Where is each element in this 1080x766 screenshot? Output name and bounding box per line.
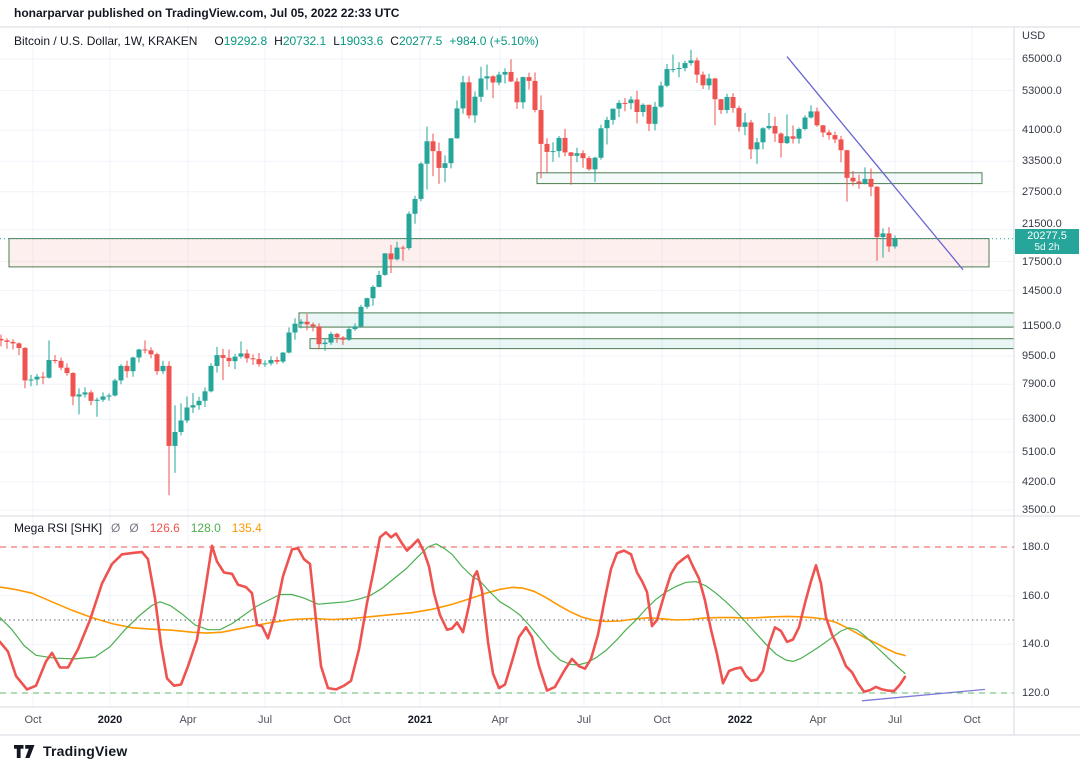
muted-input-icon[interactable]: Ø xyxy=(111,521,121,535)
rsi-title[interactable]: Mega RSI [SHK] xyxy=(14,521,103,535)
last-price-value: 20277.5 xyxy=(1027,230,1067,242)
price-axis-label: 11500.0 xyxy=(1022,320,1061,332)
time-axis-label: 2020 xyxy=(97,714,123,726)
ohlc-value: 20732.1 xyxy=(282,34,327,48)
rsi-trendline[interactable] xyxy=(861,688,986,702)
attribution-text: honarparvar published on TradingView.com… xyxy=(14,6,400,20)
ohlc-value: 19033.6 xyxy=(339,34,384,48)
rsi-axis-label: 140.0 xyxy=(1022,638,1050,650)
last-price-badge: 20277.5 5d 2h xyxy=(1015,229,1079,254)
muted-input-icon[interactable]: Ø xyxy=(129,521,139,535)
price-axis-label: 53000.0 xyxy=(1022,85,1062,97)
support-11k5-12k5 xyxy=(298,312,1015,328)
time-axis-label: Apr xyxy=(809,714,827,726)
change-value: +984.0 (+5.10%) xyxy=(449,34,539,48)
price-axis-label: 27500.0 xyxy=(1022,186,1062,198)
price-axis-label: 3500.0 xyxy=(1022,504,1056,516)
rsi-axis-label: 120.0 xyxy=(1022,687,1050,699)
rsi-axis-label: 180.0 xyxy=(1022,541,1050,553)
support-29k-31k xyxy=(536,172,983,185)
price-axis-label: 65000.0 xyxy=(1022,53,1062,65)
time-axis-label: Oct xyxy=(24,714,42,726)
tradingview-brand-text[interactable]: TradingView xyxy=(43,743,128,759)
time-axis-label: 2021 xyxy=(407,714,433,726)
support-10k-10k6 xyxy=(309,338,1015,350)
time-axis-label: Apr xyxy=(491,714,509,726)
price-axis-label: 9500.0 xyxy=(1022,350,1056,362)
rsi-plot-value: 128.0 xyxy=(190,521,221,535)
rsi-green-line xyxy=(0,543,906,675)
price-axis-label: 7900.0 xyxy=(1022,378,1056,390)
symbol-legend[interactable]: Bitcoin / U.S. Dollar, 1W, KRAKEN O19292.… xyxy=(14,34,539,48)
rsi-orange-line xyxy=(0,586,906,657)
price-axis-label: 21500.0 xyxy=(1022,218,1062,230)
time-axis-label: Jul xyxy=(257,714,273,726)
time-axis-label: Jul xyxy=(576,714,592,726)
price-axis-label: 5100.0 xyxy=(1022,446,1056,458)
rsi-legend[interactable]: Mega RSI [SHK] Ø Ø 126.6 128.0 135.4 xyxy=(14,521,262,535)
drawing-zones[interactable] xyxy=(8,172,1015,350)
ohlc-key: L xyxy=(333,34,340,48)
footer-bar: TradingView xyxy=(0,736,1080,766)
demand-zone-17k-20k xyxy=(8,238,990,268)
bar-countdown: 5d 2h xyxy=(1034,242,1060,253)
time-axis-label: Oct xyxy=(653,714,671,726)
rsi-plot-value: 135.4 xyxy=(231,521,262,535)
time-axis-label: Oct xyxy=(963,714,981,726)
ohlc-value: 20277.5 xyxy=(398,34,443,48)
ohlc-value: 19292.8 xyxy=(223,34,268,48)
price-axis-label: 41000.0 xyxy=(1022,124,1062,136)
ohlc-values: O19292.8 H20732.1 L19033.6 C20277.5 xyxy=(207,34,442,48)
time-axis-label: Oct xyxy=(333,714,351,726)
ohlc-key: H xyxy=(274,34,283,48)
time-axis-label: 2022 xyxy=(727,714,753,726)
rsi-plot-value: 126.6 xyxy=(149,521,180,535)
candles-series[interactable] xyxy=(0,49,898,496)
rsi-values: 126.6 128.0 135.4 xyxy=(139,521,262,535)
price-axis-label: 6300.0 xyxy=(1022,413,1056,425)
ohlc-key: O xyxy=(214,34,224,48)
rsi-red-line xyxy=(0,531,907,694)
price-axis-label: 17500.0 xyxy=(1022,256,1062,268)
time-axis-label: Jul xyxy=(887,714,903,726)
downtrend-line[interactable] xyxy=(786,56,964,271)
price-axis-label: 33500.0 xyxy=(1022,155,1062,167)
symbol-title[interactable]: Bitcoin / U.S. Dollar, 1W, KRAKEN xyxy=(14,34,198,48)
price-axis-label: 4200.0 xyxy=(1022,476,1056,488)
gridlines xyxy=(0,27,1014,707)
tradingview-logo-icon[interactable] xyxy=(14,744,35,758)
price-axis-label: 14500.0 xyxy=(1022,285,1062,297)
time-axis-label: Apr xyxy=(179,714,197,726)
rsi-axis-label: 160.0 xyxy=(1022,590,1050,602)
ohlc-key: C xyxy=(390,34,399,48)
price-axis-unit: USD xyxy=(1022,30,1046,42)
rsi-level-lines xyxy=(0,546,1014,694)
